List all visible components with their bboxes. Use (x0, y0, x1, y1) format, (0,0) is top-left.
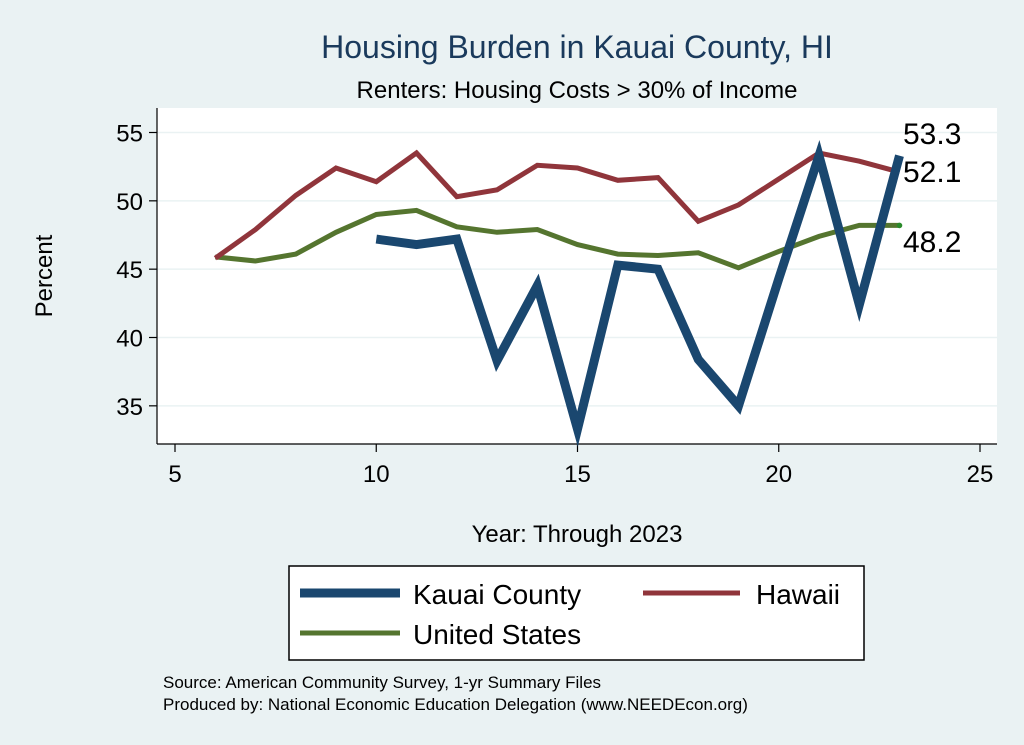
series-line-hawaii (213, 149, 901, 261)
gridlines (157, 131, 997, 407)
x-tick-label: 5 (168, 461, 181, 488)
x-tick-label: 10 (363, 461, 390, 488)
x-tick-label: 15 (564, 461, 591, 488)
series-end-marker (896, 222, 903, 229)
end-label-kauai-county: 53.3 (903, 118, 961, 151)
chart-title: Housing Burden in Kauai County, HI (321, 29, 833, 65)
series-line-kauai-county (375, 139, 904, 447)
y-tick-label: 45 (116, 257, 143, 284)
y-axis-label: Percent (31, 234, 58, 317)
x-tick-label: 25 (967, 461, 994, 488)
legend-label: United States (413, 619, 581, 650)
legend: Kauai County Hawaii United States (288, 565, 865, 661)
end-label-united-states: 48.2 (903, 226, 961, 259)
legend-label: Kauai County (413, 579, 581, 610)
x-axis-label: Year: Through 2023 (472, 521, 683, 548)
plot-area (157, 108, 997, 444)
y-tick-label: 40 (116, 326, 143, 353)
legend-label: Hawaii (756, 579, 840, 610)
chart-subtitle: Renters: Housing Costs > 30% of Income (357, 77, 798, 104)
y-tick-label: 35 (116, 394, 143, 421)
y-tick-label: 50 (116, 189, 143, 216)
produced-by-note: Produced by: National Economic Education… (163, 695, 748, 714)
source-note: Source: American Community Survey, 1-yr … (163, 673, 601, 692)
x-tick-label: 20 (765, 461, 792, 488)
end-label-hawaii: 52.1 (903, 156, 961, 189)
legend-box (288, 565, 865, 661)
y-tick-label: 55 (116, 121, 143, 148)
series-lines (213, 139, 904, 447)
end-labels: 53.3 52.1 48.2 (903, 118, 961, 259)
